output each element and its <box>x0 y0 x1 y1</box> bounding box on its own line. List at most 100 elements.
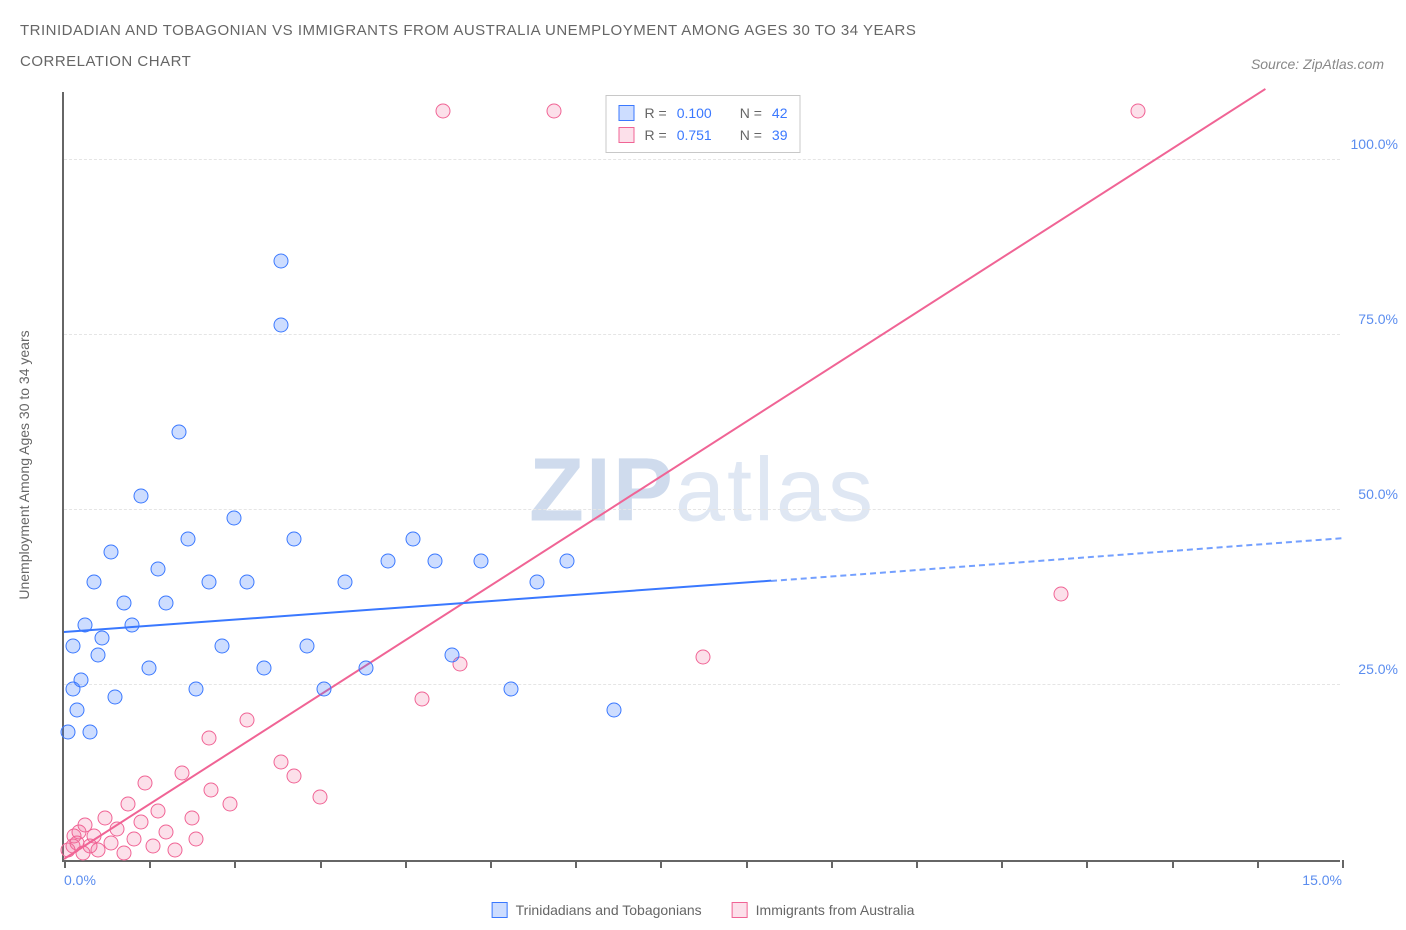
y-tick-label: 50.0% <box>1358 486 1398 502</box>
legend-stats-box: R =0.100N =42R =0.751N =39 <box>606 95 801 153</box>
legend-swatch <box>492 902 508 918</box>
data-point-blue <box>240 574 255 589</box>
y-axis-title: Unemployment Among Ages 30 to 34 years <box>16 330 32 599</box>
data-point-blue <box>529 574 544 589</box>
data-point-pink <box>436 104 451 119</box>
stat-r-value: 0.751 <box>677 124 712 146</box>
x-tick-label: 0.0% <box>64 872 96 888</box>
data-point-blue <box>504 681 519 696</box>
x-tick <box>490 860 492 868</box>
data-point-blue <box>380 553 395 568</box>
x-tick <box>234 860 236 868</box>
legend-swatch <box>619 105 635 121</box>
data-point-blue <box>227 510 242 525</box>
data-point-pink <box>223 797 238 812</box>
gridline-h <box>64 684 1340 685</box>
data-point-blue <box>201 574 216 589</box>
data-point-blue <box>125 617 140 632</box>
data-point-pink <box>240 713 255 728</box>
data-point-pink <box>189 832 204 847</box>
data-point-pink <box>201 730 216 745</box>
gridline-h <box>64 334 1340 335</box>
x-tick <box>64 860 66 868</box>
scatter-plot: ZIPatlas 25.0%50.0%75.0%100.0%0.0%15.0% <box>62 92 1340 862</box>
legend-label: Trinidadians and Tobagonians <box>516 902 702 918</box>
data-point-pink <box>116 846 131 861</box>
x-tick <box>575 860 577 868</box>
data-point-pink <box>274 755 289 770</box>
data-point-blue <box>116 596 131 611</box>
data-point-blue <box>189 681 204 696</box>
data-point-blue <box>257 660 272 675</box>
x-tick <box>1086 860 1088 868</box>
data-point-pink <box>546 104 561 119</box>
data-point-blue <box>103 545 118 560</box>
data-point-pink <box>159 825 174 840</box>
data-point-blue <box>78 617 93 632</box>
stat-n-label: N = <box>740 124 762 146</box>
legend-item: Trinidadians and Tobagonians <box>492 902 702 918</box>
data-point-blue <box>606 703 621 718</box>
watermark-light: atlas <box>675 441 875 541</box>
legend-stats-row: R =0.751N =39 <box>619 124 788 146</box>
stat-r-value: 0.100 <box>677 102 712 124</box>
data-point-blue <box>274 318 289 333</box>
data-point-pink <box>126 832 141 847</box>
x-tick <box>1001 860 1003 868</box>
x-tick <box>916 860 918 868</box>
data-point-pink <box>137 776 152 791</box>
source-label: Source: ZipAtlas.com <box>1251 56 1384 72</box>
data-point-pink <box>1130 104 1145 119</box>
y-tick-label: 25.0% <box>1358 661 1398 677</box>
data-point-blue <box>406 532 421 547</box>
data-point-blue <box>133 489 148 504</box>
legend-swatch <box>732 902 748 918</box>
x-tick <box>1342 860 1344 868</box>
data-point-blue <box>316 681 331 696</box>
data-point-blue <box>150 562 165 577</box>
data-point-blue <box>299 639 314 654</box>
data-point-blue <box>180 532 195 547</box>
data-point-pink <box>184 811 199 826</box>
chart-title-line2: CORRELATION CHART <box>20 53 916 70</box>
stat-n-label: N = <box>740 102 762 124</box>
data-point-blue <box>427 553 442 568</box>
stat-r-label: R = <box>645 124 667 146</box>
data-point-pink <box>150 804 165 819</box>
x-tick-label: 15.0% <box>1302 872 1342 888</box>
x-tick <box>746 860 748 868</box>
data-point-blue <box>65 639 80 654</box>
data-point-blue <box>287 532 302 547</box>
data-point-blue <box>214 639 229 654</box>
data-point-pink <box>696 650 711 665</box>
data-point-blue <box>69 703 84 718</box>
data-point-pink <box>167 842 182 857</box>
chart-title-line1: TRINIDADIAN AND TOBAGONIAN VS IMMIGRANTS… <box>20 22 916 39</box>
data-point-blue <box>74 673 89 688</box>
data-point-pink <box>1053 587 1068 602</box>
stat-r-label: R = <box>645 102 667 124</box>
x-tick <box>660 860 662 868</box>
data-point-blue <box>559 553 574 568</box>
trend-line-extrapolated <box>771 537 1342 582</box>
legend-item: Immigrants from Australia <box>732 902 915 918</box>
legend-bottom: Trinidadians and Tobagonians Immigrants f… <box>492 902 915 918</box>
stat-n-value: 42 <box>772 102 788 124</box>
y-tick-label: 100.0% <box>1351 136 1398 152</box>
x-tick <box>405 860 407 868</box>
x-tick <box>1257 860 1259 868</box>
data-point-blue <box>82 724 97 739</box>
data-point-pink <box>312 790 327 805</box>
data-point-blue <box>61 724 76 739</box>
x-tick <box>1172 860 1174 868</box>
data-point-blue <box>108 690 123 705</box>
data-point-blue <box>159 596 174 611</box>
data-point-pink <box>133 814 148 829</box>
data-point-pink <box>146 839 161 854</box>
data-point-blue <box>86 574 101 589</box>
data-point-blue <box>142 660 157 675</box>
data-point-blue <box>95 630 110 645</box>
x-tick <box>320 860 322 868</box>
data-point-blue <box>338 574 353 589</box>
data-point-blue <box>91 647 106 662</box>
